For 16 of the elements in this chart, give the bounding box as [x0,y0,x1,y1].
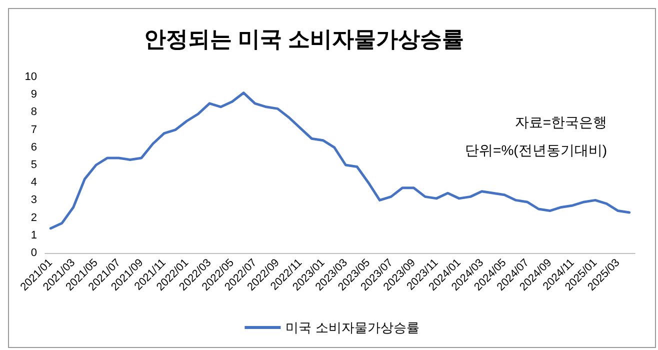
y-tick-label: 6 [30,141,37,154]
chart-title: 안정되는 미국 소비자물가상승률 [144,26,464,52]
y-tick-label: 4 [30,176,37,189]
y-tick-label: 1 [30,229,37,242]
y-tick-label: 2 [30,212,37,224]
y-tick-label: 0 [30,247,37,259]
y-tick-label: 3 [30,194,37,206]
y-tick-label: 10 [24,71,37,83]
y-tick-label: 9 [30,88,37,101]
y-tick-label: 7 [30,124,37,136]
y-tick-label: 8 [30,106,37,118]
annotation: 단위=%(전년동기대비) [465,142,608,158]
annotation: 자료=한국은행 [514,114,608,130]
line-series [49,92,631,230]
legend-label: 미국 소비자물가상승률 [286,320,420,335]
y-tick-label: 5 [30,159,37,171]
